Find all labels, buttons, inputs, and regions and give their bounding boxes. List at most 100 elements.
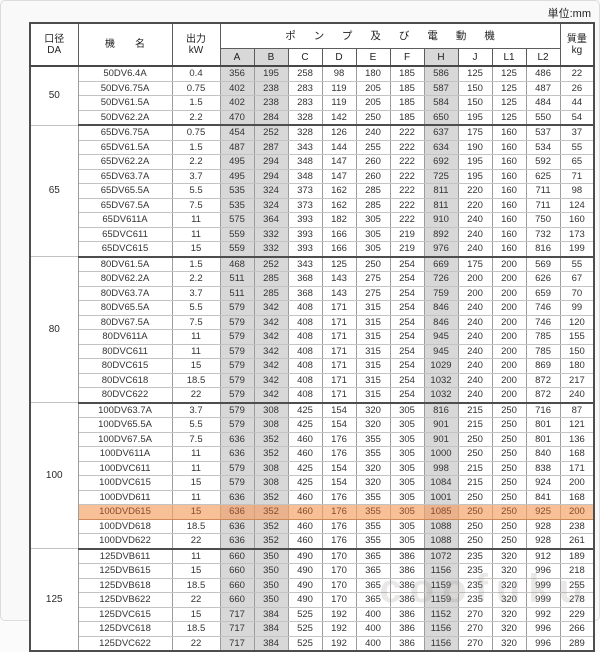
cell-mass: 217	[559, 372, 595, 388]
cell-dim-h: 1085	[423, 504, 459, 520]
cell-dim-a: 356	[219, 65, 255, 82]
table-row[interactable]: 80DVC615 15 579 342 408 171 315 254 1029 240 200 86…	[30, 358, 595, 374]
cell-dim-f: 305	[389, 460, 425, 476]
cell-mass: 189	[559, 548, 595, 564]
table-row[interactable]: 80DVC611 11 579 342 408 171 315 254 945 240 200 785…	[30, 343, 595, 359]
table-row[interactable]: 50DV62.2A 2.2 470 284 328 142 250 185 650 195 125 5…	[30, 109, 595, 126]
table-row[interactable]: 125DVB622 22 660 350 490 170 365 386 1159 235 320 9…	[30, 592, 595, 608]
cell-dim-b: 252	[253, 256, 289, 272]
cell-mass: 200	[559, 475, 595, 491]
cell-mass: 238	[559, 518, 595, 534]
cell-dim-c: 368	[287, 285, 323, 301]
cell-dim-d: 192	[321, 606, 357, 622]
cell-mass: 229	[559, 606, 595, 622]
table-row[interactable]: 80DV67.5A 7.5 579 342 408 171 315 254 846 240 200 7…	[30, 314, 595, 330]
table-row[interactable]: 125 125DVB611 11 660 350 490 170 365 386 1072 235 3…	[29, 548, 595, 652]
table-row[interactable]: 65DVC615 15 559 332 393 166 305 219 976 240 160 816…	[30, 241, 595, 258]
table-row[interactable]: 125DVC618 18.5 717 384 525 192 400 386 1156 270 32…	[30, 621, 595, 637]
table-row[interactable]: 50DV61.5A 1.5 402 238 283 119 205 185 584 150 125 4…	[30, 95, 595, 111]
table-row[interactable]: 100DV67.5A 7.5 636 352 460 176 355 305 901 250 250…	[30, 431, 595, 447]
cell-model: 65DV61.5A	[77, 139, 173, 155]
cell-dim-e: 305	[355, 212, 391, 228]
col-header-diameter-line2: DA	[47, 44, 62, 56]
table-row[interactable]: 80DV65.5A 5.5 579 342 408 171 315 254 846 240 200 7…	[30, 300, 595, 316]
cell-dim-e: 315	[355, 343, 391, 359]
table-row[interactable]: 125DVC622 22 717 384 525 192 400 386 1156 270 320 9…	[30, 635, 595, 652]
table-row[interactable]: 100DVD615 15 636 352 460 176 355 305 1085 250 250 9…	[30, 504, 595, 520]
cell-mass: 22	[559, 65, 595, 82]
cell-dim-f: 254	[389, 285, 425, 301]
table-row[interactable]: 100 100DV63.7A 3.7 579 308 425 154 320 305 816 215…	[29, 402, 595, 549]
table-row[interactable]: 65DV611A 11 575 364 393 182 305 222 910 240 160 750…	[30, 212, 595, 228]
cell-dim-d: 119	[321, 80, 357, 96]
cell-dim-h: 1159	[423, 592, 459, 608]
cell-model: 65DV6.75A	[77, 124, 173, 141]
table-row[interactable]: 125DVC615 15 717 384 525 192 400 386 1152 270 320 9…	[30, 606, 595, 622]
cell-mass: 200	[559, 504, 595, 520]
table-row[interactable]: 80DVC618 18.5 579 342 408 171 315 254 1032 240 200…	[30, 372, 595, 388]
cell-dim-l1: 200	[491, 285, 527, 301]
table-row[interactable]: 100DVD611 11 636 352 460 176 355 305 1001 250 250 8…	[30, 489, 595, 505]
table-row[interactable]: 50DV6.75A 0.75 402 238 283 119 205 185 587 150 125…	[30, 80, 595, 96]
cell-dim-d: 154	[321, 475, 357, 491]
cell-dim-j: 240	[457, 372, 493, 388]
table-row[interactable]: 100DV65.5A 5.5 579 308 425 154 320 305 901 215 250…	[30, 417, 595, 433]
table-row[interactable]: 80 80DV61.5A 1.5 468 252 343 125 250 254 669 175 20…	[29, 256, 595, 403]
table-row[interactable]: 50 50DV6.4A 0.4 356 195 258 98 180 185 586 125 125 4…	[29, 65, 595, 126]
cell-output: 11	[171, 343, 221, 359]
cell-dim-l2: 746	[525, 314, 561, 330]
cell-dim-a: 579	[219, 300, 255, 316]
cell-dim-b: 364	[253, 212, 289, 228]
cell-dim-e: 285	[355, 183, 391, 199]
cell-model: 100DVD611	[77, 489, 173, 505]
table-row[interactable]: 80DVC622 22 579 342 408 171 315 254 1032 240 200 87…	[30, 387, 595, 404]
table-row[interactable]: 65DV61.5A 1.5 487 287 343 144 255 222 634 190 160 5…	[30, 139, 595, 155]
cell-dim-h: 1000	[423, 446, 459, 462]
cell-dim-l1: 250	[491, 504, 527, 520]
table-row[interactable]: 65DVC611 11 559 332 393 166 305 219 892 240 160 732…	[30, 226, 595, 242]
cell-dim-d: 176	[321, 431, 357, 447]
table-row[interactable]: 80DV63.7A 3.7 511 285 368 143 275 254 759 200 200 6…	[30, 285, 595, 301]
cell-dim-f: 254	[389, 372, 425, 388]
table-row[interactable]: 65DV65.5A 5.5 535 324 373 162 285 222 811 220 160 7…	[30, 183, 595, 199]
cell-dim-a: 636	[219, 518, 255, 534]
cell-dim-f: 386	[389, 635, 425, 652]
table-row[interactable]: 100DV611A 11 636 352 460 176 355 305 1000 250 250 8…	[30, 446, 595, 462]
table-row[interactable]: 65DV62.2A 2.2 495 294 348 147 260 222 692 195 160 5…	[30, 154, 595, 170]
cell-model: 125DVB618	[77, 577, 173, 593]
cell-model: 125DVB622	[77, 592, 173, 608]
table-row[interactable]: 100DVC615 15 579 308 425 154 320 305 1084 215 250 9…	[30, 475, 595, 491]
cell-diameter: 100	[29, 402, 79, 549]
cell-dim-a: 495	[219, 168, 255, 184]
table-row[interactable]: 100DVD622 22 636 352 460 176 355 305 1088 250 250 9…	[30, 533, 595, 550]
table-row[interactable]: 80DV62.2A 2.2 511 285 368 143 275 254 726 200 200 6…	[30, 271, 595, 287]
cell-dim-j: 150	[457, 95, 493, 111]
cell-dim-h: 1032	[423, 387, 459, 404]
table-row[interactable]: 65DV67.5A 7.5 535 324 373 162 285 222 811 220 160 7…	[30, 197, 595, 213]
cell-dim-d: 142	[321, 109, 357, 126]
cell-dim-b: 352	[253, 533, 289, 550]
col-header-l2: L2	[525, 48, 561, 67]
cell-model: 100DV63.7A	[77, 402, 173, 418]
table-row[interactable]: 65DV63.7A 3.7 495 294 348 147 260 222 725 195 160 6…	[30, 168, 595, 184]
cell-dim-c: 525	[287, 606, 323, 622]
cell-dim-d: 192	[321, 621, 357, 637]
table-row[interactable]: 100DVC611 11 579 308 425 154 320 305 998 215 250 83…	[30, 460, 595, 476]
col-header-model: 機 名	[77, 22, 173, 67]
table-row[interactable]: 80DV611A 11 579 342 408 171 315 254 945 240 200 785…	[30, 329, 595, 345]
cell-model: 80DVC618	[77, 372, 173, 388]
cell-dim-d: 170	[321, 577, 357, 593]
table-row[interactable]: 100DVD618 18.5 636 352 460 176 355 305 1088 250 25…	[30, 518, 595, 534]
cell-mass: 26	[559, 80, 595, 96]
cell-dim-j: 235	[457, 548, 493, 564]
table-row[interactable]: 125DVB618 18.5 660 350 490 170 365 386 1159 235 32…	[30, 577, 595, 593]
cell-mass: 99	[559, 300, 595, 316]
cell-dim-a: 636	[219, 446, 255, 462]
cell-mass: 289	[559, 635, 595, 652]
cell-dim-j: 215	[457, 460, 493, 476]
table-row[interactable]: 65 65DV6.75A 0.75 454 252 328 126 240 222 637 175 1…	[29, 124, 595, 257]
cell-dim-e: 355	[355, 518, 391, 534]
table-row[interactable]: 125DVB615 15 660 350 490 170 365 386 1156 235 320 9…	[30, 563, 595, 579]
cell-dim-l2: 716	[525, 402, 561, 418]
cell-mass: 136	[559, 431, 595, 447]
